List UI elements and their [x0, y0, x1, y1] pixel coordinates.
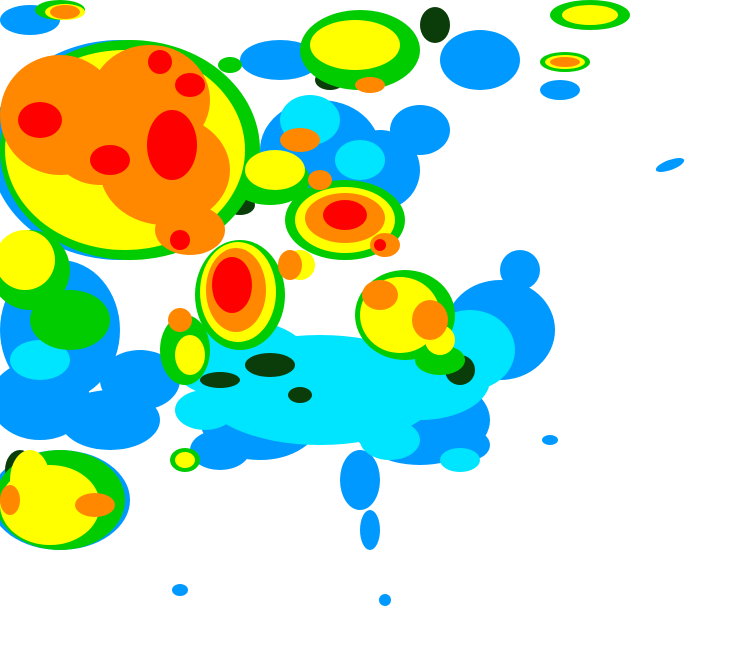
precipitation-cell	[18, 102, 62, 138]
precipitation-cell	[540, 80, 580, 100]
precipitation-cell	[10, 340, 70, 380]
precipitation-cell	[562, 5, 618, 25]
precipitation-cell	[100, 350, 180, 410]
precipitation-cell	[355, 77, 385, 93]
precipitation-cell	[340, 450, 380, 510]
precipitation-cell	[148, 50, 172, 74]
precipitation-cell	[168, 308, 192, 332]
precipitation-cell	[245, 150, 305, 190]
precipitation-cell	[500, 250, 540, 290]
precipitation-cell	[310, 20, 400, 70]
precipitation-cell	[10, 450, 50, 510]
precipitation-cell	[147, 110, 197, 180]
precipitation-cell	[308, 170, 332, 190]
precipitation-cell	[379, 594, 391, 606]
precipitation-cell	[212, 257, 252, 313]
precipitation-cell	[170, 230, 190, 250]
precipitation-cell	[190, 430, 250, 470]
precipitation-cell	[175, 452, 195, 468]
precipitation-cell	[90, 145, 130, 175]
precipitation-cell	[323, 200, 367, 230]
precipitation-cell	[175, 390, 235, 430]
precipitation-cell	[440, 448, 480, 472]
precipitation-cell	[280, 128, 320, 152]
precipitation-cell	[175, 335, 205, 375]
precipitation-cell	[155, 205, 225, 255]
precipitation-cell	[245, 353, 295, 377]
precipitation-cell	[415, 345, 465, 375]
intense-precipitation-layer	[18, 50, 386, 313]
precipitation-cell	[218, 57, 242, 73]
precipitation-cell	[0, 230, 55, 290]
precipitation-cell	[362, 280, 398, 310]
precipitation-cell	[172, 584, 188, 596]
precipitation-cell	[655, 158, 685, 172]
precipitation-cell	[75, 493, 115, 517]
precipitation-cell	[542, 435, 558, 445]
precipitation-cell	[288, 387, 312, 403]
precipitation-cell	[278, 250, 302, 280]
precipitation-cell	[374, 239, 386, 251]
precipitation-cell	[175, 73, 205, 97]
precipitation-cell	[440, 30, 520, 90]
precipitation-cell	[412, 300, 448, 340]
precipitation-cell	[420, 7, 450, 43]
precipitation-cell	[360, 510, 380, 550]
precipitation-cell	[390, 105, 450, 155]
very-heavy-precipitation-layer	[0, 5, 580, 517]
precipitation-cell	[30, 290, 110, 350]
precipitation-cell	[550, 57, 580, 67]
precipitation-cell	[0, 485, 20, 515]
precipitation-cell	[360, 420, 420, 460]
precipitation-cell	[200, 372, 240, 388]
precipitation-cell	[335, 140, 385, 180]
precipitation-cell	[50, 5, 80, 19]
